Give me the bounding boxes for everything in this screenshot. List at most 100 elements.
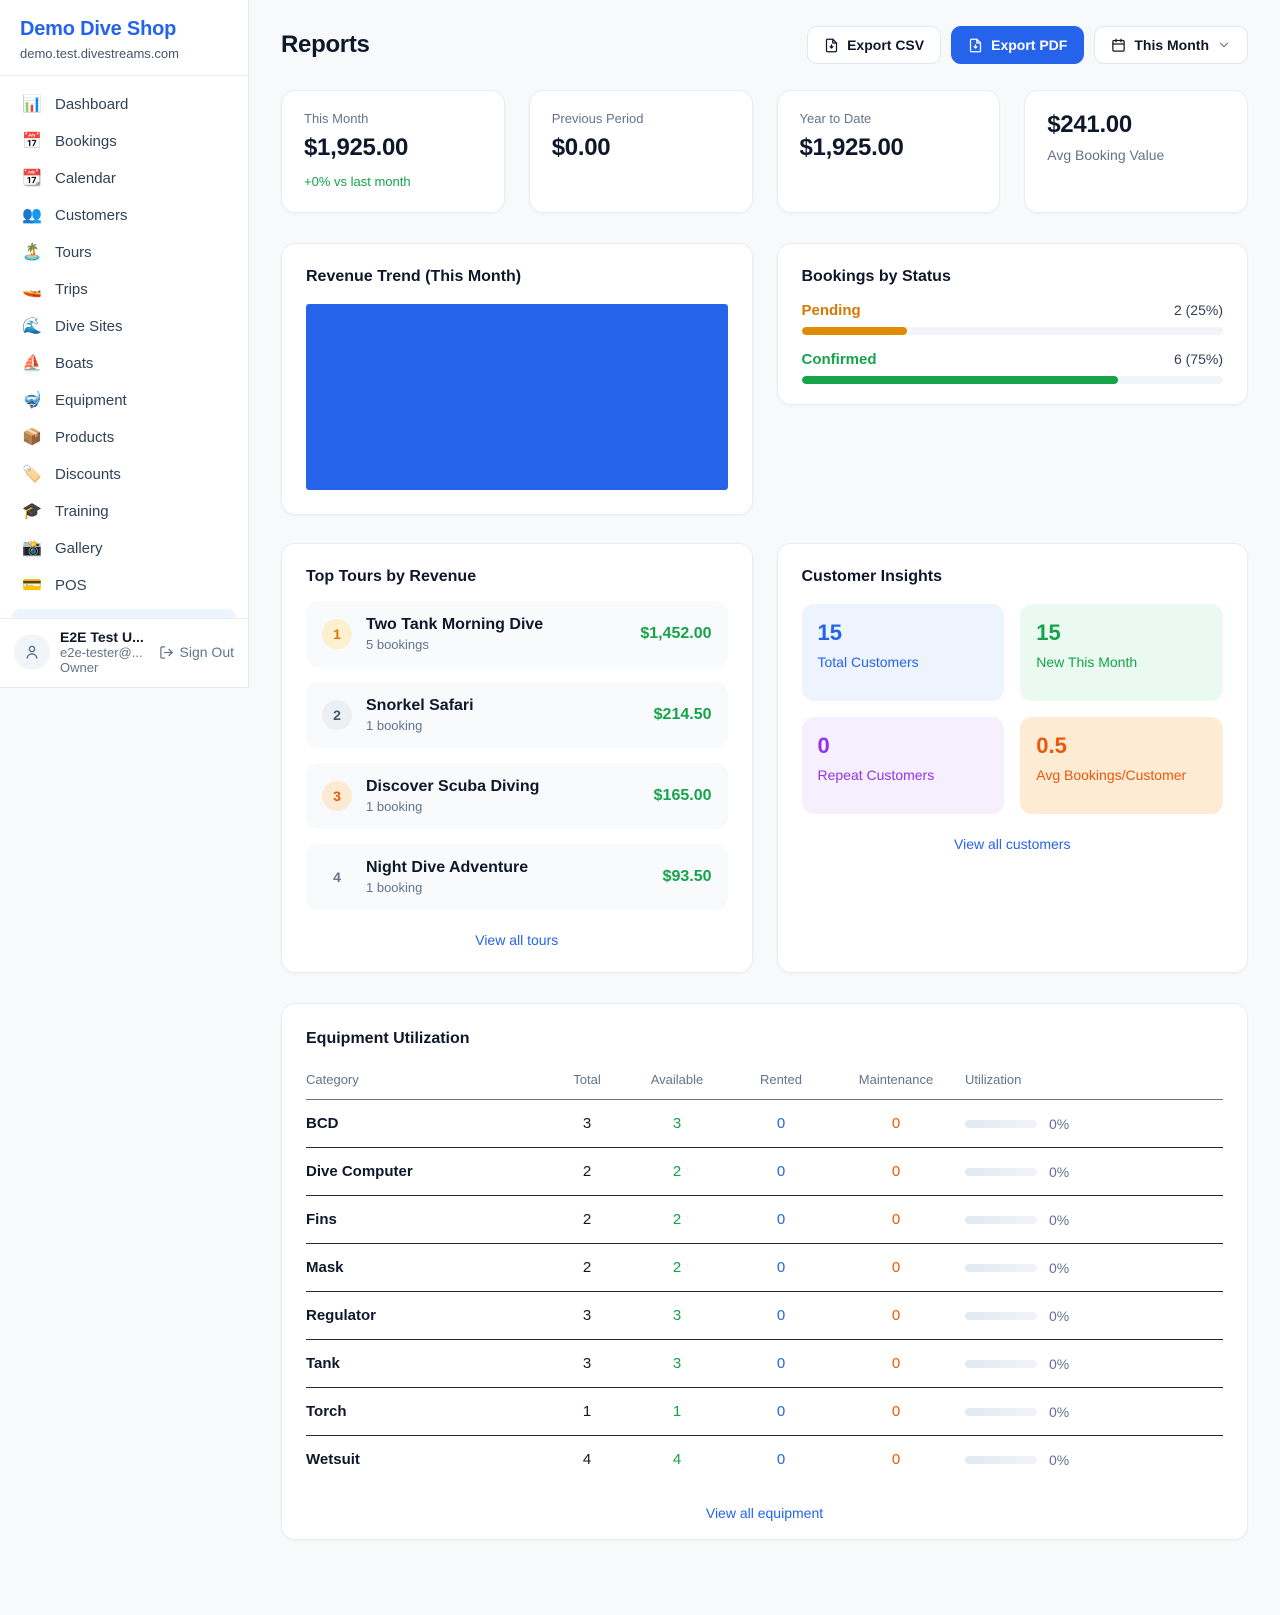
calendar-icon xyxy=(1112,38,1126,52)
cell-maintenance: 0 xyxy=(831,1147,961,1196)
tour-revenue: $93.50 xyxy=(662,868,712,885)
cell-utilization: 0% xyxy=(961,1387,1223,1436)
utilization-percent: 0% xyxy=(1049,1115,1070,1132)
sidebar-header: Demo Dive Shop demo.test.divestreams.com xyxy=(0,0,248,76)
sidebar-item-gallery[interactable]: 📸 Gallery xyxy=(22,539,103,557)
cell-rented: 0 xyxy=(731,1099,831,1148)
cell-maintenance: 0 xyxy=(831,1243,961,1292)
status-count-pending: 2 (25%) xyxy=(1173,302,1223,318)
sidebar-item-bookings[interactable]: 📅 Bookings xyxy=(22,132,117,150)
stat-value: $241.00 xyxy=(1047,111,1132,138)
package-icon: 📦 xyxy=(22,428,42,446)
equipment-utilization-card: Equipment Utilization Category Total Ava… xyxy=(281,1003,1248,1540)
sidebar-item-discounts[interactable]: 🏷️ Discounts xyxy=(22,465,121,483)
utilization-bar xyxy=(965,1455,1037,1464)
column-header-maintenance: Maintenance xyxy=(831,1062,961,1100)
utilization-bar xyxy=(965,1215,1037,1224)
sidebar-item-pos[interactable]: 💳 POS xyxy=(22,576,87,594)
cell-utilization: 0% xyxy=(961,1099,1223,1148)
sidebar-item-calendar[interactable]: 📆 Calendar xyxy=(22,169,116,187)
progress-fill-confirmed xyxy=(801,376,1118,384)
tour-revenue: $165.00 xyxy=(653,787,712,804)
period-selector-dropdown[interactable]: This Month xyxy=(1094,26,1248,64)
cell-utilization: 0% xyxy=(961,1147,1223,1196)
cell-maintenance: 0 xyxy=(831,1195,961,1244)
graduation-cap-icon: 🎓 xyxy=(22,502,42,520)
stat-card-avg-booking-value: $241.00 Avg Booking Value xyxy=(1024,90,1248,213)
status-row-pending: Pending 2 (25%) xyxy=(801,302,1223,335)
stat-label: Year to Date xyxy=(799,111,872,126)
insight-label: Total Customers xyxy=(817,654,919,670)
progress-fill-pending xyxy=(801,327,907,335)
stats-row: This Month $1,925.00 +0% vs last month P… xyxy=(281,90,1248,213)
cell-category: Fins xyxy=(306,1195,551,1244)
insight-label: New This Month xyxy=(1036,654,1138,670)
utilization-bar xyxy=(965,1119,1037,1128)
sidebar-item-boats[interactable]: ⛵ Boats xyxy=(22,354,94,372)
tour-revenue: $214.50 xyxy=(653,706,712,723)
cell-utilization: 0% xyxy=(961,1243,1223,1292)
diving-mask-icon: 🤿 xyxy=(22,391,42,409)
tour-row: 3 Discover Scuba Diving 1 booking $165.0… xyxy=(306,763,728,829)
cell-utilization: 0% xyxy=(961,1436,1223,1484)
utilization-bar xyxy=(965,1263,1037,1272)
sidebar-item-dive-sites[interactable]: 🌊 Dive Sites xyxy=(22,317,123,335)
sidebar-item-products[interactable]: 📦 Products xyxy=(22,428,115,446)
stat-label: Previous Period xyxy=(551,111,644,126)
sidebar-item-trips[interactable]: 🚤 Trips xyxy=(22,280,88,298)
cell-maintenance: 0 xyxy=(831,1387,961,1436)
cell-maintenance: 0 xyxy=(831,1339,961,1388)
cell-utilization: 0% xyxy=(961,1195,1223,1244)
sign-out-button[interactable]: Sign Out xyxy=(159,644,234,660)
export-csv-button[interactable]: Export CSV xyxy=(807,26,942,64)
user-role: Owner xyxy=(60,660,99,675)
charts-row: Revenue Trend (This Month) Bookings by S… xyxy=(281,243,1248,515)
person-icon xyxy=(26,645,38,659)
utilization-bar xyxy=(965,1407,1037,1416)
user-name: E2E Test U... xyxy=(60,629,144,645)
sidebar-item-reports-active-partial[interactable] xyxy=(12,609,236,618)
column-header-utilization: Utilization xyxy=(961,1062,1223,1100)
export-pdf-button[interactable]: Export PDF xyxy=(951,26,1085,64)
status-count-confirmed: 6 (75%) xyxy=(1173,351,1223,367)
utilization-percent: 0% xyxy=(1049,1259,1070,1276)
cell-total: 2 xyxy=(551,1195,623,1244)
tour-bookings: 1 booking xyxy=(366,880,423,895)
cell-rented: 0 xyxy=(731,1339,831,1388)
cell-available: 2 xyxy=(623,1195,731,1244)
sidebar-item-customers[interactable]: 👥 Customers xyxy=(22,206,128,224)
equipment-table-body: BCD 3 3 0 0 0% Dive Computer 2 2 0 0 0% Fins 2 2 0 0 0% Ma… xyxy=(306,1099,1223,1484)
user-info: E2E Test U... e2e-tester@... Owner xyxy=(60,629,149,675)
view-all-equipment-link[interactable]: View all equipment xyxy=(705,1505,824,1521)
view-all-customers-link[interactable]: View all customers xyxy=(954,836,1071,852)
trips-boat-icon: 🚤 xyxy=(22,280,42,298)
customer-insights-title: Customer Insights xyxy=(801,568,942,585)
revenue-trend-title: Revenue Trend (This Month) xyxy=(306,268,522,285)
sidebar-item-tours[interactable]: 🏝️ Tours xyxy=(22,243,92,261)
cell-utilization: 0% xyxy=(961,1339,1223,1388)
cell-category: Torch xyxy=(306,1387,551,1436)
main-content: Reports Export CSV Export PDF This Month xyxy=(249,0,1280,1615)
file-download-icon xyxy=(825,38,838,52)
tour-name: Snorkel Safari xyxy=(366,697,474,714)
table-row: Mask 2 2 0 0 0% xyxy=(306,1243,1223,1292)
tour-row: 1 Two Tank Morning Dive 5 bookings $1,45… xyxy=(306,601,728,667)
column-header-rented: Rented xyxy=(731,1062,831,1100)
rank-badge: 1 xyxy=(322,619,352,649)
view-all-tours-link[interactable]: View all tours xyxy=(475,932,559,948)
bookings-by-status-title: Bookings by Status xyxy=(801,268,951,285)
insight-tile-total-customers: 15 Total Customers xyxy=(801,604,1005,701)
tour-name: Night Dive Adventure xyxy=(366,859,529,876)
cell-total: 3 xyxy=(551,1339,623,1388)
sidebar-item-equipment[interactable]: 🤿 Equipment xyxy=(22,391,127,409)
table-row: Tank 3 3 0 0 0% xyxy=(306,1339,1223,1388)
logout-icon xyxy=(159,645,173,659)
utilization-percent: 0% xyxy=(1049,1403,1070,1420)
insight-tile-avg-bookings: 0.5 Avg Bookings/Customer xyxy=(1020,717,1223,814)
cell-available: 2 xyxy=(623,1243,731,1292)
sidebar-item-training[interactable]: 🎓 Training xyxy=(22,502,109,520)
sidebar-item-dashboard[interactable]: 📊 Dashboard xyxy=(22,95,129,113)
utilization-percent: 0% xyxy=(1049,1307,1070,1324)
stat-value: $1,925.00 xyxy=(799,134,904,161)
shop-domain: demo.test.divestreams.com xyxy=(20,46,179,61)
